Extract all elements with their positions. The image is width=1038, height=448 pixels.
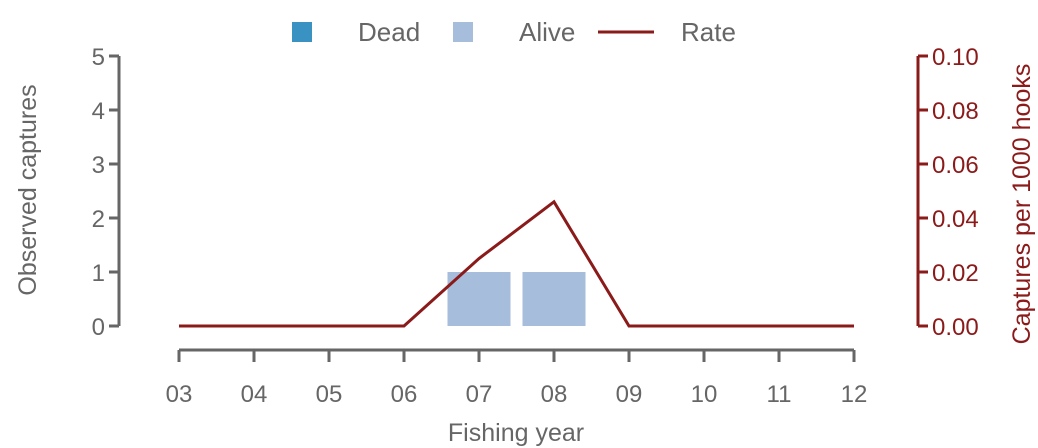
y-axis-right: 0.00 0.02 0.04 0.06 0.08 0.10 xyxy=(916,44,979,341)
y2-tick-label-0.08: 0.08 xyxy=(932,98,979,125)
bar-alive-07 xyxy=(447,272,511,326)
y2-tick-label-0.02: 0.02 xyxy=(932,260,979,287)
x-tick-label-06: 06 xyxy=(391,381,418,408)
y-axis-title: Observed captures xyxy=(14,84,42,295)
legend-label-dead: Dead xyxy=(358,17,420,47)
bars xyxy=(447,272,586,326)
x-tick-label-11: 11 xyxy=(767,381,792,408)
y-tick-label-1: 1 xyxy=(92,260,105,287)
y2-tick-label-0.10: 0.10 xyxy=(932,44,979,71)
y-tick-label-0: 0 xyxy=(92,314,105,341)
x-tick-label-12: 12 xyxy=(841,381,868,408)
x-axis: 03 04 05 06 07 08 09 10 11 12 xyxy=(166,348,868,408)
y2-axis-title: Captures per 1000 hooks xyxy=(1008,64,1036,345)
x-tick-label-05: 05 xyxy=(316,381,343,408)
y2-tick-label-0.04: 0.04 xyxy=(932,206,979,233)
y-tick-label-5: 5 xyxy=(92,44,105,71)
x-axis-title: Fishing year xyxy=(448,419,584,447)
y-tick-label-3: 3 xyxy=(92,152,105,179)
y2-tick-label-0.00: 0.00 xyxy=(932,314,979,341)
x-tick-label-08: 08 xyxy=(541,381,568,408)
legend-label-rate: Rate xyxy=(681,17,736,47)
y-axis-left: 0 1 2 3 4 5 xyxy=(92,44,121,341)
rate-layer xyxy=(178,199,855,328)
y-tick-label-4: 4 xyxy=(92,98,105,125)
y2-tick-label-0.06: 0.06 xyxy=(932,152,979,179)
x-tick-label-10: 10 xyxy=(691,381,718,408)
x-tick-label-04: 04 xyxy=(241,381,268,408)
legend-key-alive xyxy=(453,22,473,42)
x-tick-label-03: 03 xyxy=(166,381,193,408)
bar-alive-08 xyxy=(522,272,586,326)
legend-key-dead xyxy=(292,22,312,42)
x-tick-label-07: 07 xyxy=(466,381,493,408)
legend-label-alive: Alive xyxy=(519,17,575,47)
x-tick-label-09: 09 xyxy=(616,381,643,408)
y-tick-label-2: 2 xyxy=(92,206,105,233)
legend: Dead Alive Rate xyxy=(292,17,736,47)
rate-line xyxy=(179,199,854,328)
